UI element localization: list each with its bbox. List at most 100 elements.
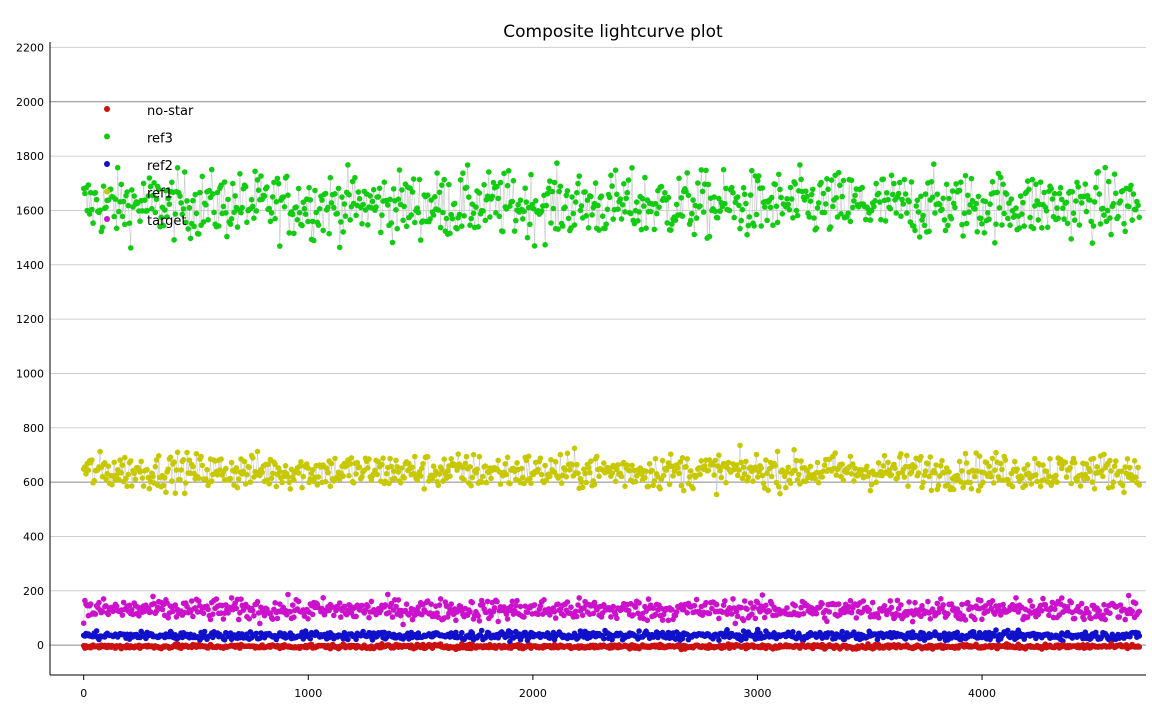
data-point-ref3 (197, 189, 203, 196)
data-point-ref3 (756, 173, 762, 179)
data-point-ref3 (814, 205, 821, 211)
data-point-ref1 (867, 487, 874, 494)
data-point-ref3 (994, 189, 1000, 196)
data-point-target (366, 614, 372, 621)
data-point-ref3 (1074, 179, 1080, 186)
data-point-ref1 (963, 460, 970, 466)
data-point-ref1 (968, 486, 975, 492)
data-point-ref3 (120, 198, 127, 205)
data-point-ref1 (596, 473, 602, 480)
data-point-target (129, 607, 135, 613)
data-point-ref3 (131, 193, 137, 199)
data-point-ref3 (563, 192, 570, 199)
data-point-ref1 (562, 467, 568, 473)
data-point-ref1 (990, 480, 997, 486)
data-point-ref3 (178, 200, 184, 206)
data-point-ref3 (1097, 221, 1104, 227)
data-point-ref3 (90, 220, 96, 226)
data-point-ref3 (804, 193, 810, 200)
data-point-ref3 (684, 170, 690, 176)
data-point-ref3 (1121, 220, 1127, 227)
data-point-ref3 (141, 197, 148, 203)
data-point-target (738, 604, 744, 611)
data-point-ref1 (712, 457, 719, 464)
data-point-ref3 (939, 206, 945, 213)
data-point-ref3 (517, 197, 524, 203)
data-point-target (165, 615, 171, 621)
data-point-ref3 (603, 221, 609, 227)
data-point-ref1 (365, 465, 371, 471)
data-point-target (576, 595, 582, 601)
data-point-ref3 (547, 178, 553, 184)
data-point-ref3 (227, 221, 234, 227)
data-point-ref3 (305, 218, 311, 225)
data-point-ref1 (462, 460, 469, 467)
data-point-target (1117, 602, 1124, 608)
data-point-ref3 (1093, 184, 1099, 191)
data-point-target (151, 600, 157, 607)
data-point-ref3 (1030, 225, 1037, 232)
data-point-target (979, 616, 985, 623)
data-point-ref3 (840, 177, 847, 184)
data-point-ref2 (636, 628, 642, 634)
data-point-ref1 (687, 468, 694, 474)
data-point-ref3 (532, 198, 539, 204)
data-point-target (632, 604, 639, 610)
data-point-target (287, 608, 294, 615)
data-point-ref3 (730, 189, 736, 196)
data-point-ref1 (847, 453, 854, 460)
data-point-ref3 (610, 216, 616, 222)
data-point-ref3 (1129, 217, 1135, 223)
data-point-ref3 (307, 197, 314, 203)
data-point-ref1 (527, 475, 533, 482)
data-point-ref3 (185, 226, 191, 232)
data-point-ref1 (754, 474, 761, 480)
data-point-ref3 (703, 167, 709, 174)
data-point-ref3 (119, 213, 126, 220)
data-point-ref1 (406, 460, 412, 467)
data-point-ref1 (103, 476, 109, 482)
data-point-ref3 (451, 200, 458, 207)
data-point-ref1 (989, 455, 996, 462)
data-point-ref1 (954, 472, 961, 479)
data-point-ref1 (409, 464, 416, 471)
data-point-target (1027, 598, 1033, 604)
data-point-target (514, 597, 520, 604)
data-point-target (277, 601, 283, 607)
data-point-target (1129, 608, 1135, 614)
data-point-ref1 (190, 463, 196, 470)
data-point-target (925, 598, 931, 605)
data-point-ref3 (940, 195, 946, 202)
data-point-ref2 (1093, 629, 1099, 636)
data-point-ref3 (365, 222, 371, 228)
data-point-ref3 (1027, 214, 1033, 221)
data-point-ref1 (325, 469, 331, 476)
data-point-target (488, 613, 494, 619)
data-point-ref3 (550, 205, 557, 212)
data-point-ref1 (299, 484, 305, 491)
data-point-ref1 (718, 474, 725, 481)
data-point-target (813, 610, 820, 617)
y-tick-label-2000: 2000 (16, 96, 44, 109)
x-tick-label-2000: 2000 (519, 687, 547, 700)
data-point-ref3 (1016, 225, 1023, 231)
data-point-ref1 (1089, 479, 1096, 485)
data-point-target (251, 613, 257, 619)
data-point-ref3 (635, 218, 641, 224)
data-point-ref3 (497, 179, 504, 186)
data-point-ref1 (814, 459, 821, 466)
data-point-target (734, 613, 741, 620)
data-point-ref3 (643, 225, 649, 231)
data-point-ref1 (461, 476, 467, 483)
data-point-target (96, 599, 102, 606)
data-point-ref1 (1084, 475, 1091, 482)
data-point-ref3 (848, 177, 855, 184)
data-point-ref3 (523, 199, 530, 205)
data-point-ref3 (669, 221, 675, 227)
data-point-ref3 (731, 214, 737, 221)
data-point-ref3 (847, 218, 854, 225)
data-point-ref3 (835, 169, 842, 176)
data-point-ref1 (138, 458, 144, 465)
data-point-ref3 (641, 203, 647, 209)
data-point-ref2 (790, 629, 796, 635)
